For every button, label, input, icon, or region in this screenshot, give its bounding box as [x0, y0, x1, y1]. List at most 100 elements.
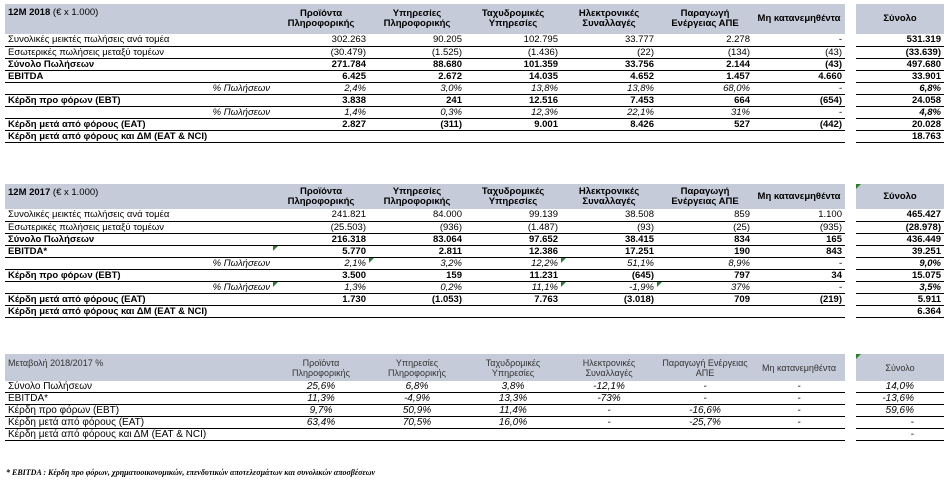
column-header: Υπηρεσίες Πληροφορικής: [369, 354, 465, 381]
value-cell: -: [657, 392, 753, 405]
value-cell: 2.144: [657, 58, 753, 71]
cell-gap: [845, 393, 856, 405]
column-header: Ηλεκτρονικές Συναλλαγές: [561, 354, 657, 381]
cell-gap: [845, 405, 856, 417]
total-cell: 531.319: [856, 34, 944, 47]
cell-gap: [845, 106, 856, 118]
value-cell: (25): [657, 221, 753, 234]
value-cell: 68,0%: [657, 82, 753, 95]
table-2017: 12Μ 2017 (€ x 1.000) Προϊόντα Πληροφορική…: [5, 184, 944, 318]
cell-gap: [845, 305, 856, 317]
value-cell: 17.251: [561, 245, 657, 258]
value-cell: 664: [657, 94, 753, 107]
value-cell: -1,9%: [561, 281, 657, 294]
row-label: EBITDA*: [5, 245, 273, 258]
table-row: Κέρδη μετά από φόρους (EAT) 2.827 (311) 9.0…: [5, 118, 944, 131]
value-cell: 12.516: [465, 94, 561, 107]
value-cell: -: [753, 416, 845, 429]
value-cell: (1.525): [369, 46, 465, 59]
value-cell: -4,9%: [369, 392, 465, 405]
value-cell: 241.821: [273, 209, 369, 222]
value-cell: -: [753, 404, 845, 417]
value-cell: 241: [369, 94, 465, 107]
value-cell: (219): [753, 293, 845, 306]
block-title: 12Μ 2018 (€ x 1.000): [5, 4, 273, 34]
cell-gap: [845, 221, 856, 233]
value-cell: [657, 305, 753, 318]
value-cell: [561, 130, 657, 143]
value-cell: [657, 130, 753, 143]
block-title-text: Μεταβολή 2018/2017 %: [8, 358, 104, 368]
cell-gap: [845, 209, 856, 221]
header-row: 12Μ 2017 (€ x 1.000) Προϊόντα Πληροφορική…: [5, 184, 944, 209]
value-cell: -73%: [561, 392, 657, 405]
column-header: Σύνολο: [856, 4, 944, 34]
value-cell: (1.487): [465, 221, 561, 234]
row-label: % Πωλήσεων: [5, 106, 273, 119]
value-cell: 50,9%: [369, 404, 465, 417]
table-row: Κέρδη μετά από φόρους και ΔΜ (EAT & NCI)…: [5, 428, 944, 441]
column-header: Ταχυδρομικές Υπηρεσίες: [465, 184, 561, 209]
column-header: Προϊόντα Πληροφορικής: [273, 184, 369, 209]
cell-gap: [845, 233, 856, 245]
cell-gap: [845, 94, 856, 106]
total-cell: -: [856, 428, 944, 441]
value-cell: 2,1%: [273, 257, 369, 270]
row-label: Συνολικές μεικτές πωλήσεις ανά τομέα: [5, 34, 273, 47]
cell-gap: [845, 34, 856, 46]
value-cell: -: [657, 381, 753, 393]
value-cell: -: [753, 381, 845, 393]
total-cell: 6,8%: [856, 82, 944, 95]
column-header: Υπηρεσίες Πληροφορικής: [369, 4, 465, 34]
value-cell: 34: [753, 269, 845, 282]
value-cell: 527: [657, 118, 753, 131]
table-row: % Πωλήσεων 2,4% 3,0% 13,8% 13,8% 68,0% -6,8%: [5, 82, 944, 95]
value-cell: 16,0%: [465, 416, 561, 429]
total-cell: 436.449: [856, 233, 944, 246]
row-label: Κέρδη μετά από φόρους και ΔΜ (EAT & NCI): [5, 428, 273, 441]
value-cell: (654): [753, 94, 845, 107]
row-label: Κέρδη προ φόρων (EBT): [5, 404, 273, 417]
table-row: Κέρδη προ φόρων (EBT) 3.500 159 11.231 (645)…: [5, 269, 944, 282]
value-cell: (43): [753, 46, 845, 59]
value-cell: (134): [657, 46, 753, 59]
value-cell: 2,4%: [273, 82, 369, 95]
cell-gap: [845, 82, 856, 94]
total-cell: 59,6%: [856, 404, 944, 417]
value-cell: -25,7%: [657, 416, 753, 429]
header-row: Μεταβολή 2018/2017 % Προϊόντα Πληροφορική…: [5, 354, 944, 381]
table-row: EBITDA* 5.770 2.811 12.386 17.251 190 843 39.25…: [5, 245, 944, 258]
cell-gap: [845, 118, 856, 130]
block-title-text: 12Μ 2018: [8, 7, 51, 18]
value-cell: (25.503): [273, 221, 369, 234]
value-cell: 70,5%: [369, 416, 465, 429]
table-row: Σύνολο Πωλήσεων 271.784 88.680 101.359 33.75…: [5, 58, 944, 71]
cell-gap: [845, 130, 856, 142]
value-cell: 1.457: [657, 70, 753, 83]
value-cell: 97.652: [465, 233, 561, 246]
table-row: Συνολικές μεικτές πωλήσεις ανά τομέα 241.…: [5, 209, 944, 222]
value-cell: -: [753, 34, 845, 47]
table-row: Σύνολο Πωλήσεων 216.318 83.064 97.652 38.415…: [5, 233, 944, 246]
block-unit: (€ x 1.000): [52, 187, 99, 198]
value-cell: 51,1%: [561, 257, 657, 270]
value-cell: 25,6%: [273, 381, 369, 393]
row-label: Κέρδη μετά από φόρους και ΔΜ (EAT & NCI): [5, 305, 273, 318]
value-cell: 0,3%: [369, 106, 465, 119]
table-2018: 12Μ 2018 (€ x 1.000) Προϊόντα Πληροφορική…: [5, 4, 944, 143]
total-cell: (33.639): [856, 46, 944, 59]
value-cell: 2.827: [273, 118, 369, 131]
value-cell: 38.508: [561, 209, 657, 222]
value-cell: [273, 130, 369, 143]
total-cell: 5.911: [856, 293, 944, 306]
value-cell: 22,1%: [561, 106, 657, 119]
value-cell: 302.263: [273, 34, 369, 47]
value-cell: 31%: [657, 106, 753, 119]
value-cell: 5.770: [273, 245, 369, 258]
column-header: Παραγωγή Ενέργειας ΑΠΕ: [657, 184, 753, 209]
value-cell: 1.100: [753, 209, 845, 222]
column-header: Ταχυδρομικές Υπηρεσίες: [465, 354, 561, 381]
row-label: Σύνολο Πωλήσεων: [5, 381, 273, 393]
value-cell: 88.680: [369, 58, 465, 71]
value-cell: 11,4%: [465, 404, 561, 417]
